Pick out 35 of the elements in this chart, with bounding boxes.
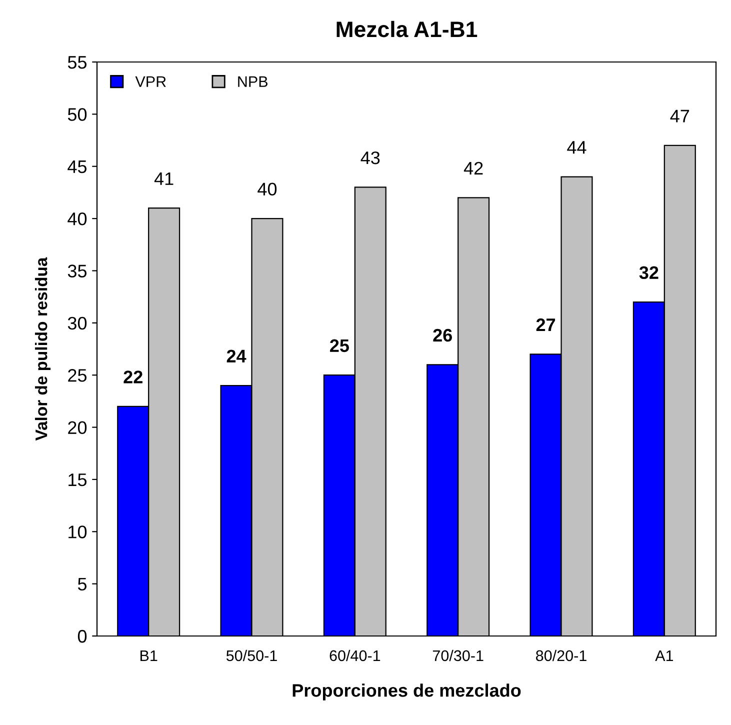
- chart-title: Mezcla A1-B1: [336, 20, 478, 38]
- data-label: 41: [154, 172, 174, 185]
- x-tick-label: 80/20-1: [536, 650, 586, 662]
- x-axis-title: Proporciones de mezclado: [292, 684, 521, 700]
- x-tick-label: B1: [140, 650, 158, 661]
- data-label: 42: [464, 162, 483, 174]
- x-tick-label: A1: [655, 650, 674, 661]
- data-label: 44: [567, 141, 586, 154]
- legend-label: VPR: [135, 76, 166, 87]
- y-tick-label: 40: [68, 212, 87, 226]
- y-tick-label: 0: [78, 630, 87, 643]
- y-tick-label: 15: [68, 474, 87, 486]
- y-tick-label: 45: [68, 160, 87, 174]
- data-label: 32: [639, 266, 658, 280]
- y-tick-label: 55: [68, 56, 87, 69]
- data-label: 40: [258, 182, 277, 196]
- data-label: 43: [360, 151, 380, 164]
- data-label: 26: [433, 328, 452, 342]
- y-tick-label: 10: [68, 526, 87, 538]
- data-label: 25: [330, 339, 349, 352]
- data-label: 22: [124, 370, 142, 384]
- x-tick-label: 70/30-1: [432, 650, 484, 662]
- y-tick-label: 25: [68, 369, 87, 382]
- data-label: 24: [226, 350, 246, 362]
- y-tick-label: 50: [68, 108, 87, 121]
- y-tick-label: 20: [68, 421, 87, 434]
- data-label: 47: [670, 110, 690, 122]
- y-tick-label: 35: [68, 264, 87, 278]
- y-tick-label: 30: [68, 316, 87, 330]
- data-label: 27: [536, 318, 556, 332]
- x-tick-label: 60/40-1: [330, 650, 380, 662]
- x-tick-label: 50/50-1: [226, 650, 277, 662]
- y-axis-title: Valor de pulido residua: [34, 257, 51, 441]
- legend-label: NPB: [238, 76, 268, 87]
- y-tick-label: 5: [78, 578, 87, 591]
